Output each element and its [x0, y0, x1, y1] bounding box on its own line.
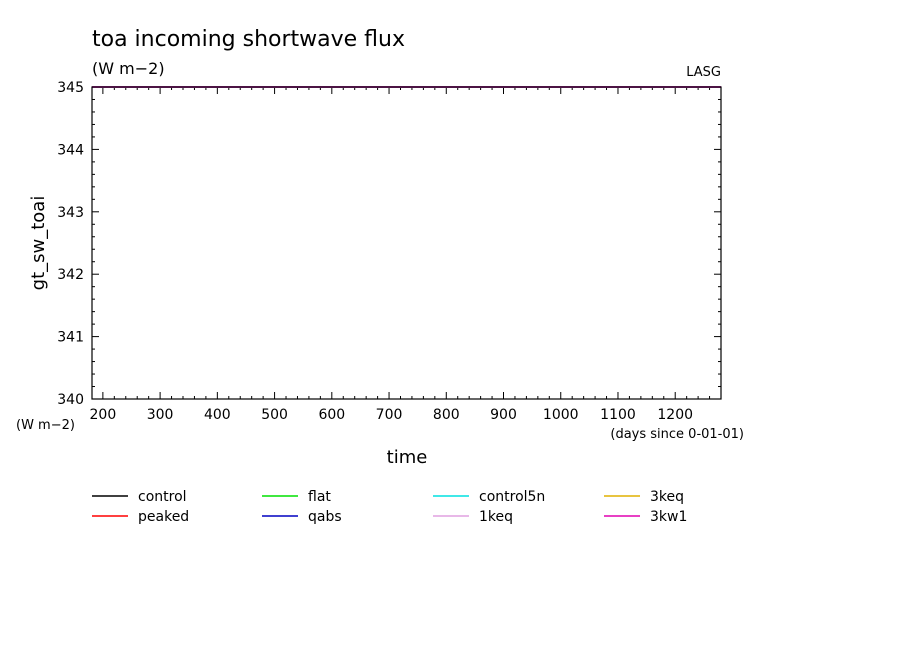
- x-tick-label: 600: [318, 407, 345, 423]
- chart-subtitle: (W m−2): [92, 59, 165, 78]
- plot-frame: [91, 86, 722, 400]
- x-tick-label: 1000: [543, 407, 579, 423]
- axis-ticks: 340 341 342 343 344 345 200 300 400 500 600 700 800 9…: [57, 80, 722, 423]
- y-tick-label: 344: [57, 142, 84, 158]
- legend-label-peaked: peaked: [138, 509, 189, 525]
- y-axis-label: gt_sw_toai: [28, 196, 49, 291]
- legend-label-3keq: 3keq: [650, 489, 684, 505]
- y-tick-label: 345: [57, 80, 84, 96]
- legend: control flat control5n 3keq peaked qabs 1keq 3k…: [92, 489, 687, 525]
- x-tick-label: 800: [433, 407, 460, 423]
- y-tick-label: 343: [57, 205, 84, 221]
- x-tick-label: 300: [147, 407, 174, 423]
- credit-label: LASG: [686, 65, 721, 80]
- x-tick-label: 1100: [600, 407, 636, 423]
- x-tick-label: 500: [261, 407, 288, 423]
- legend-label-1keq: 1keq: [479, 509, 513, 525]
- x-tick-label: 900: [490, 407, 517, 423]
- x-tick-label: 200: [90, 407, 117, 423]
- legend-label-control5n: control5n: [479, 489, 545, 505]
- legend-label-3kw1: 3kw1: [650, 509, 687, 525]
- y-tick-label: 342: [57, 267, 84, 283]
- y-tick-label: 340: [57, 392, 84, 408]
- x-tick-label: 700: [376, 407, 403, 423]
- legend-label-qabs: qabs: [308, 509, 342, 525]
- legend-label-flat: flat: [308, 489, 331, 505]
- x-axis-units: (days since 0-01-01): [610, 427, 744, 442]
- y-axis-units: (W m−2): [16, 418, 75, 433]
- x-tick-label: 400: [204, 407, 231, 423]
- x-axis-label: time: [387, 447, 428, 468]
- legend-label-control: control: [138, 489, 187, 505]
- y-tick-label: 341: [57, 330, 84, 346]
- chart-title: toa incoming shortwave flux: [92, 27, 405, 52]
- x-tick-label: 1200: [657, 407, 693, 423]
